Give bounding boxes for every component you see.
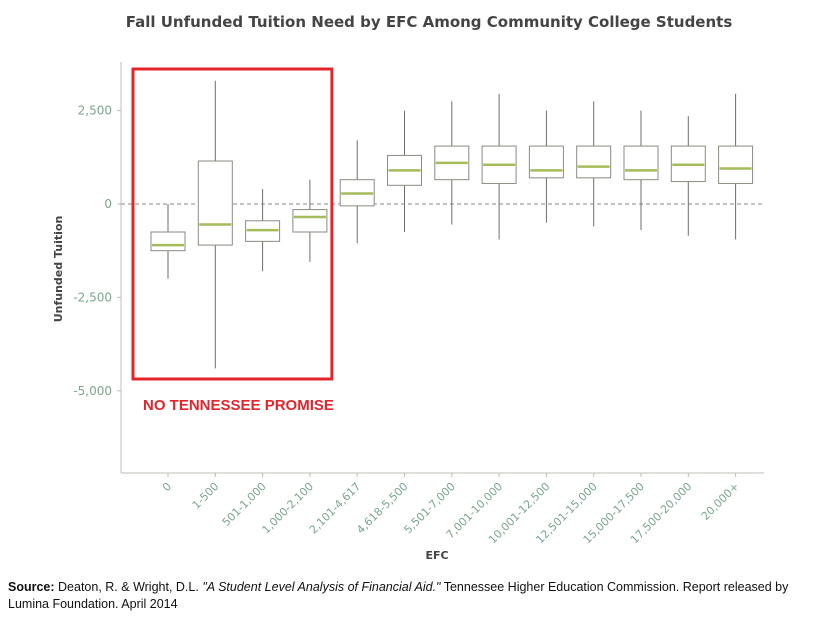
y-tick-label: 0: [104, 197, 112, 211]
box-iqr: [718, 145, 754, 184]
source-authors: Deaton, R. & Wright, D.L.: [58, 580, 199, 594]
box-iqr: [528, 145, 564, 179]
source-note: Source: Deaton, R. & Wright, D.L. "A Stu…: [8, 579, 828, 613]
x-tick-label: 20,000+: [699, 480, 742, 523]
x-tick-label: 1-500: [190, 480, 222, 512]
box-iqr: [576, 145, 612, 179]
y-tick-label: 2,500: [78, 104, 112, 118]
source-label: Source:: [8, 580, 55, 594]
annotation-highlight-box: [131, 67, 334, 381]
x-tick-label: 0: [160, 480, 174, 494]
x-tick-label: 501-1,000: [220, 480, 269, 529]
box-iqr: [150, 231, 186, 252]
box-iqr: [623, 145, 659, 181]
y-tick-label: -5,000: [73, 384, 112, 398]
y-tick-label: -2,500: [73, 290, 112, 304]
source-work: "A Student Level Analysis of Financial A…: [202, 580, 441, 594]
box-iqr: [292, 209, 328, 233]
box-iqr: [197, 160, 233, 246]
chart-title: Fall Unfunded Tuition Need by EFC Among …: [126, 13, 733, 31]
annotation-label: NO TENNESSEE PROMISE: [143, 397, 334, 414]
boxplot-chart: Fall Unfunded Tuition Need by EFC Among …: [52, 13, 764, 562]
y-axis-title: Unfunded Tuition: [52, 216, 65, 323]
source-rest: Tennessee Higher Education Commission. R…: [8, 580, 789, 611]
x-axis-title: EFC: [425, 549, 448, 562]
